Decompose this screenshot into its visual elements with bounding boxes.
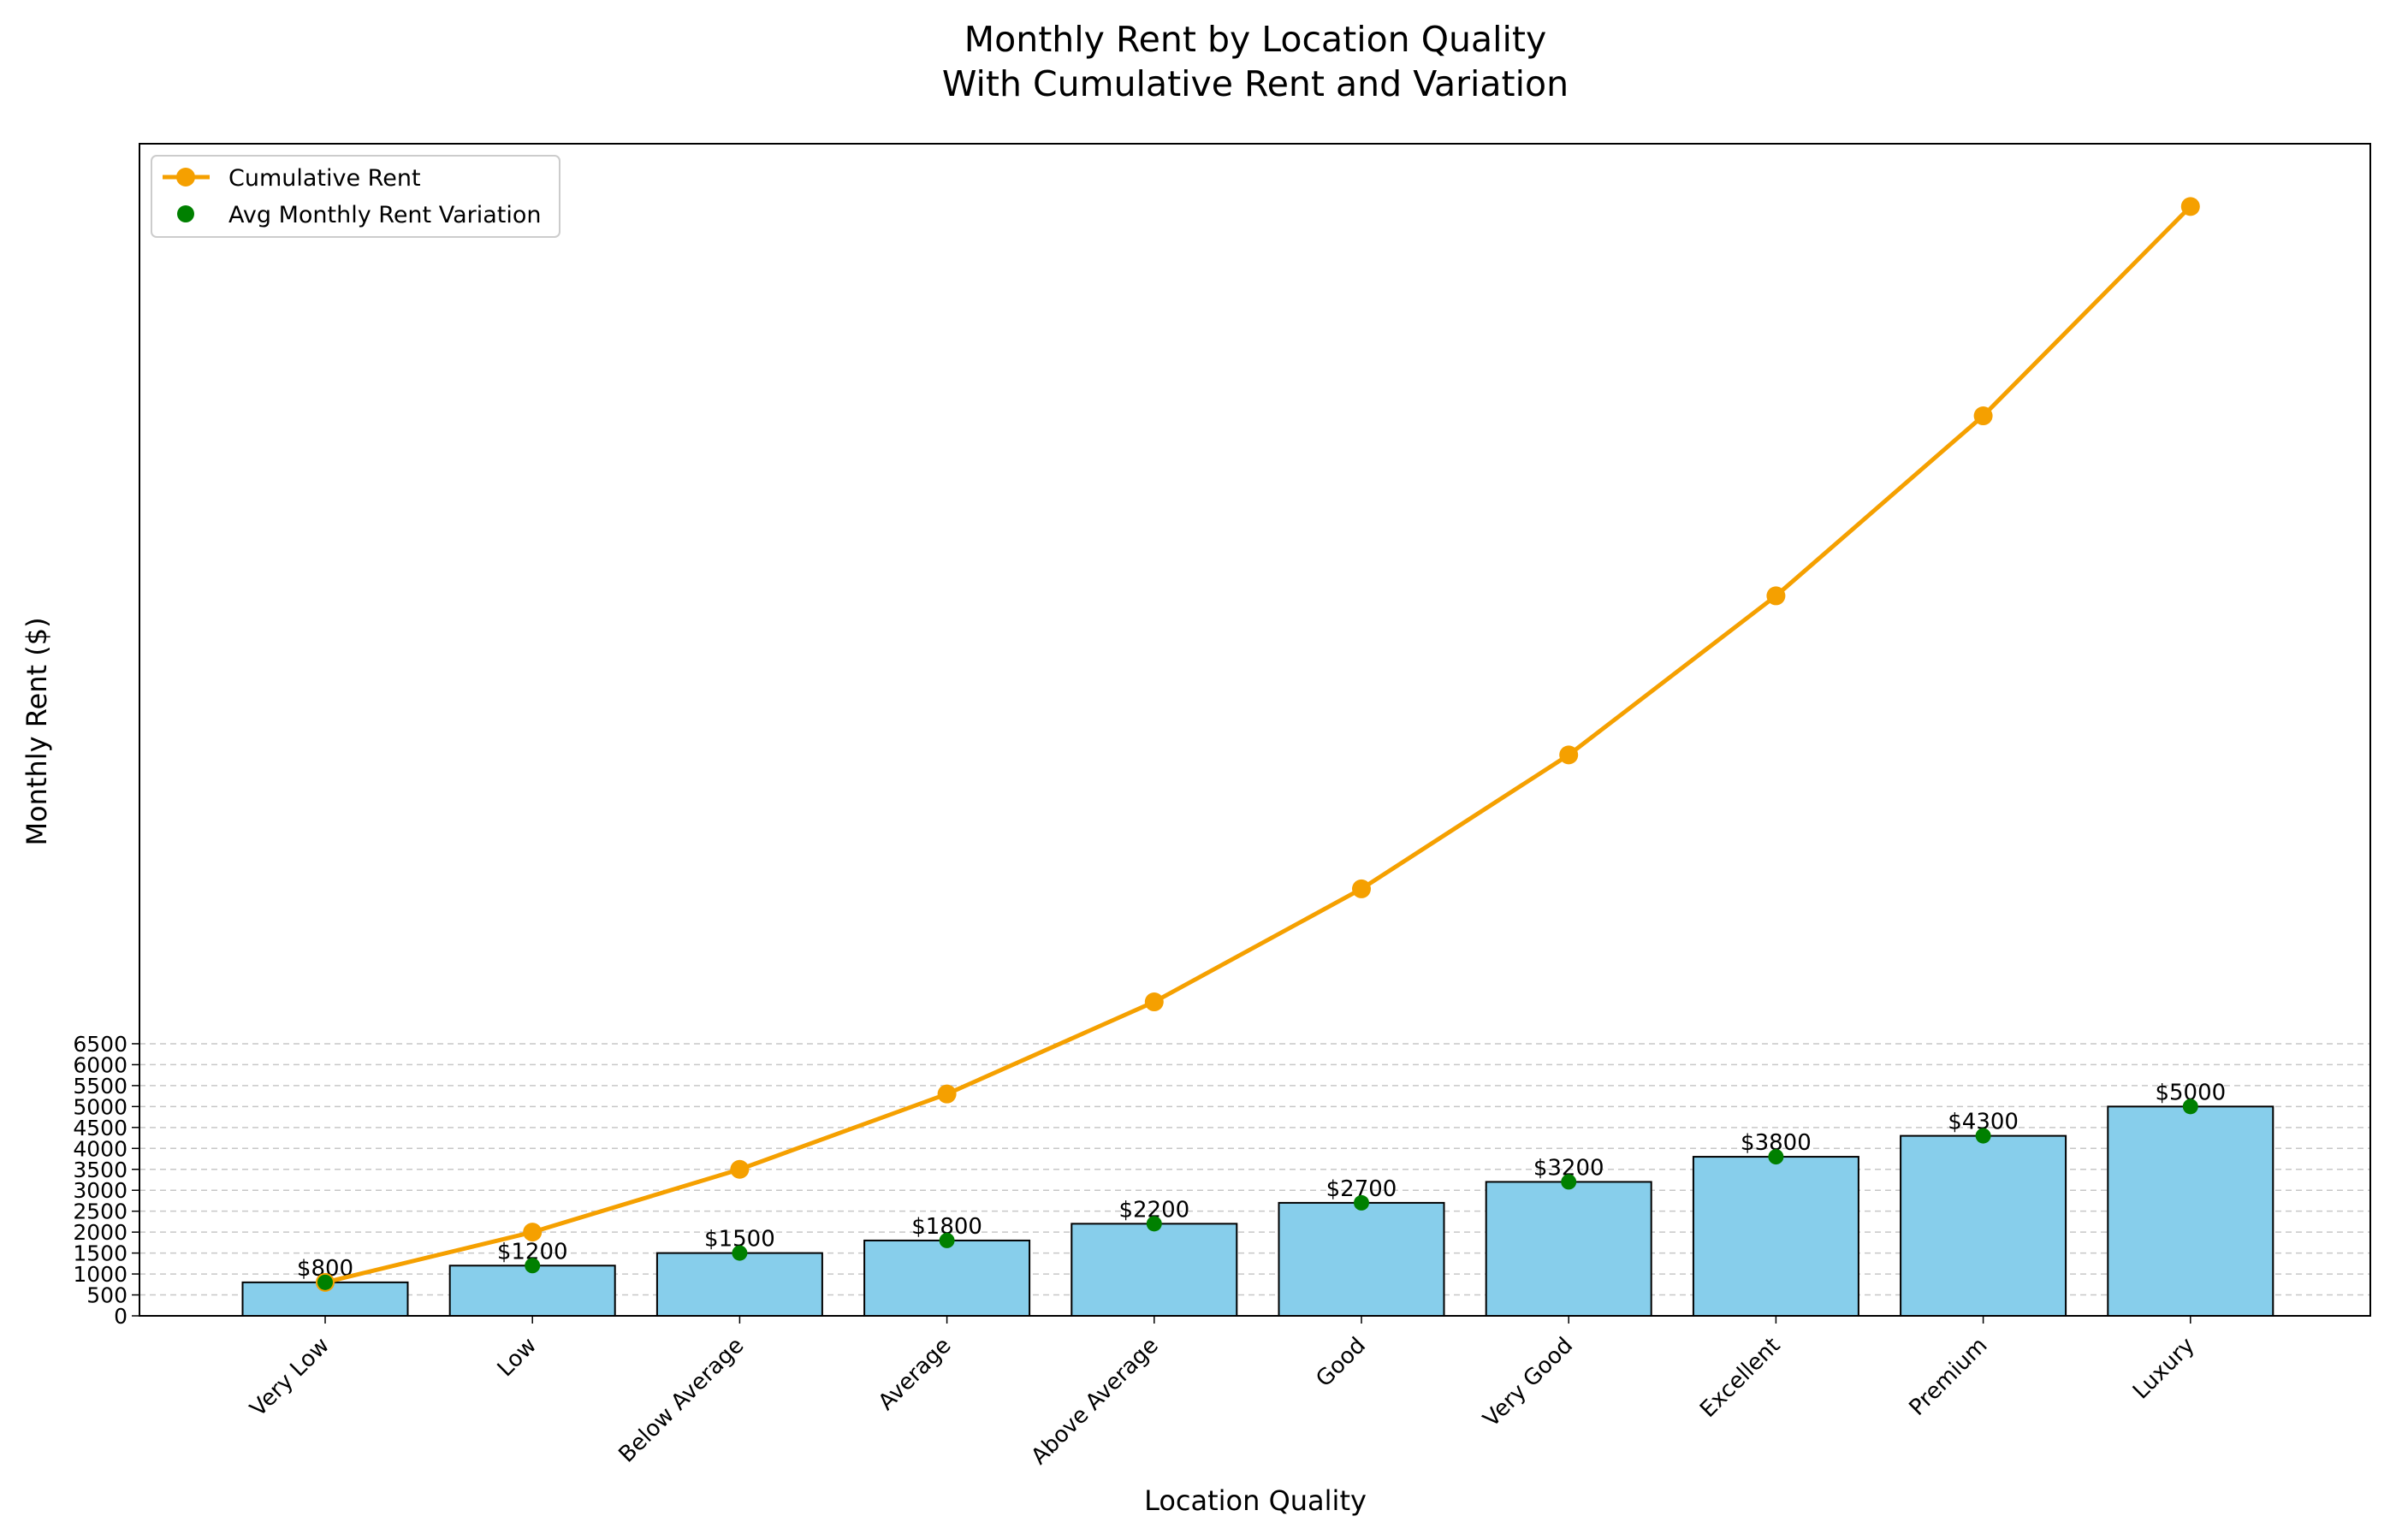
bar-value-labels: $800$1200 $1500 $1800$2200$2700$3200$3800$… bbox=[297, 1080, 2226, 1282]
cumulative-point bbox=[937, 1084, 957, 1104]
legend-label-variation: Avg Monthly Rent Variation bbox=[228, 202, 542, 228]
y-tick-label: 3500 bbox=[73, 1158, 128, 1182]
variation-point bbox=[1768, 1149, 1784, 1165]
legend: Cumulative Rent Avg Monthly Rent Variati… bbox=[151, 155, 560, 238]
x-axis-label: Location Quality bbox=[1144, 1484, 1367, 1517]
cumulative-point bbox=[2180, 197, 2200, 216]
x-tick-label: Very Low bbox=[246, 1333, 335, 1422]
y-axis-label: Monthly Rent ($) bbox=[21, 617, 53, 845]
bar bbox=[655, 1252, 823, 1318]
y-axis-ticks: 0500100015002000250030003500400045005000… bbox=[73, 1032, 139, 1329]
y-tick-label: 1000 bbox=[73, 1262, 128, 1287]
x-axis-ticks: Very Low Low Below Average Average Above Ave… bbox=[246, 1316, 2200, 1470]
plot-frame bbox=[139, 143, 2371, 1317]
bar bbox=[863, 1239, 1031, 1318]
variation-point bbox=[525, 1258, 541, 1274]
y-tick-label: 6500 bbox=[73, 1032, 128, 1057]
variation-point bbox=[2182, 1099, 2198, 1115]
bar bbox=[1485, 1181, 1652, 1318]
y-tick-label: 3000 bbox=[73, 1178, 128, 1203]
legend-label-cumulative: Cumulative Rent bbox=[228, 165, 421, 192]
bar bbox=[1070, 1223, 1238, 1318]
y-tick-label: 6000 bbox=[73, 1052, 128, 1077]
cumulative-point bbox=[1144, 992, 1164, 1012]
legend-scatter-marker bbox=[177, 205, 194, 222]
y-tick-label: 2000 bbox=[73, 1220, 128, 1245]
legend-frame bbox=[151, 155, 560, 238]
variation-point bbox=[1146, 1216, 1162, 1232]
chart-title-line2: With Cumulative Rent and Variation bbox=[942, 63, 1569, 104]
bar bbox=[1900, 1134, 2067, 1318]
bar-series bbox=[241, 1105, 2274, 1318]
y-tick-label: 1500 bbox=[73, 1241, 128, 1266]
x-tick-label: Excellent bbox=[1695, 1333, 1785, 1423]
cumulative-point bbox=[1352, 879, 1371, 898]
x-tick-label: Above Average bbox=[1027, 1333, 1164, 1470]
bar bbox=[1692, 1156, 1859, 1317]
y-tick-label: 4000 bbox=[73, 1136, 128, 1161]
bar bbox=[1278, 1201, 1445, 1317]
y-tick-label: 5000 bbox=[73, 1094, 128, 1119]
y-tick-label: 5500 bbox=[73, 1074, 128, 1099]
chart-title-line1: Monthly Rent by Location Quality bbox=[964, 19, 1546, 60]
x-tick-label: Average bbox=[874, 1333, 957, 1416]
cumulative-point bbox=[730, 1159, 750, 1179]
cumulative-point bbox=[1559, 745, 1579, 765]
variation-point bbox=[317, 1274, 333, 1290]
x-tick-label: Premium bbox=[1905, 1333, 1993, 1421]
x-tick-label: Good bbox=[1311, 1333, 1371, 1393]
cumulative-point bbox=[1766, 586, 1786, 606]
axes bbox=[139, 143, 2371, 1317]
bar bbox=[2107, 1105, 2274, 1318]
y-tick-label: 500 bbox=[86, 1283, 128, 1308]
y-tick-label: 4500 bbox=[73, 1116, 128, 1140]
x-tick-label: Luxury bbox=[2128, 1333, 2200, 1405]
legend-line-marker bbox=[176, 168, 195, 187]
y-tick-label: 0 bbox=[114, 1304, 128, 1329]
cumulative-line bbox=[324, 204, 2192, 1285]
x-tick-label: Low bbox=[493, 1333, 542, 1382]
cumulative-point bbox=[523, 1223, 543, 1242]
variation-scatter-series bbox=[317, 1099, 2198, 1290]
variation-point bbox=[1354, 1194, 1369, 1211]
variation-point bbox=[1975, 1128, 1991, 1144]
bar bbox=[448, 1265, 616, 1318]
variation-point bbox=[732, 1245, 748, 1261]
cumulative-point bbox=[1973, 406, 1993, 426]
x-tick-label: Very Good bbox=[1479, 1333, 1578, 1432]
y-tick-label: 2500 bbox=[73, 1199, 128, 1224]
variation-point bbox=[1561, 1174, 1577, 1190]
x-tick-label: Below Average bbox=[614, 1333, 749, 1468]
variation-point bbox=[939, 1232, 955, 1248]
